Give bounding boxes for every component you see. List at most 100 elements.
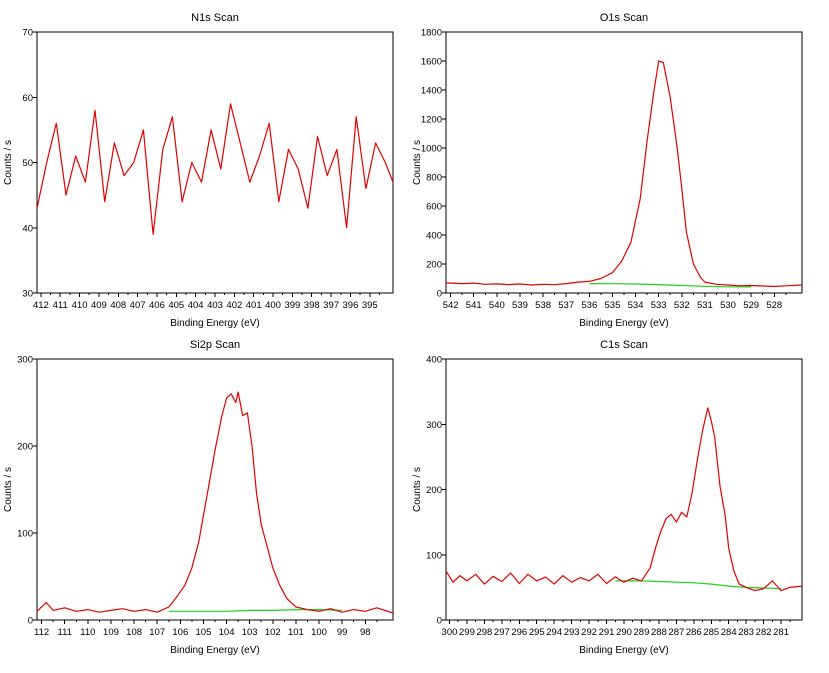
x-tick-label: 409 <box>91 300 107 311</box>
x-tick-label: 401 <box>246 300 262 311</box>
x-tick-label: 402 <box>226 300 242 311</box>
y-tick-label: 1600 <box>421 57 442 68</box>
x-tick-label: 286 <box>686 627 702 638</box>
y-tick-label: 50 <box>22 158 33 169</box>
x-tick-label: 100 <box>311 627 327 638</box>
chart-panel-o1s: O1s Scan 0 200 400 600 800 1000 1200 1400 1600 180… <box>412 12 803 329</box>
y-tick-label: 200 <box>17 442 33 453</box>
x-tick-label: 110 <box>80 627 95 638</box>
x-tick-label: 538 <box>535 300 551 311</box>
x-tick-label: 299 <box>459 627 475 638</box>
x-tick-label: 106 <box>172 627 188 638</box>
y-tick-label: 600 <box>426 202 442 213</box>
y-axis-label-c1s: Counts / s <box>412 467 423 512</box>
x-tick-label: 112 <box>34 627 49 638</box>
x-tick-label: 291 <box>599 627 615 638</box>
y-tick-label: 300 <box>426 420 442 431</box>
x-tick-label: 534 <box>628 300 644 311</box>
x-tick-label: 284 <box>721 627 737 638</box>
y-tick-label: 1200 <box>421 115 442 126</box>
y-tick-label: 60 <box>22 93 33 104</box>
x-axis-label-si2p: Binding Energy (eV) <box>170 645 260 656</box>
y-tick-label: 800 <box>426 173 442 184</box>
x-tick-label: 296 <box>511 627 527 638</box>
background-line-o1s <box>589 283 752 288</box>
x-tick-label: 398 <box>304 300 320 311</box>
x-tick-label: 536 <box>581 300 597 311</box>
x-tick-label: 403 <box>207 300 223 311</box>
x-tick-label: 406 <box>149 300 165 311</box>
y-axis-label-o1s: Counts / s <box>412 140 423 185</box>
x-tick-label: 395 <box>362 300 378 311</box>
y-axis-label-n1s: Counts / s <box>3 140 14 185</box>
x-axis-label-c1s: Binding Energy (eV) <box>579 645 669 656</box>
x-tick-label: 408 <box>110 300 126 311</box>
y-tick-label: 400 <box>426 231 442 242</box>
plot-frame-si2p <box>36 358 394 621</box>
x-tick-label: 400 <box>265 300 281 311</box>
x-tick-label: 105 <box>196 627 212 638</box>
x-tick-label: 283 <box>738 627 754 638</box>
x-tick-label: 99 <box>337 627 348 638</box>
x-tick-label: 537 <box>558 300 574 311</box>
y-tick-label: 0 <box>437 616 442 627</box>
y-tick-label: 1400 <box>421 86 442 97</box>
x-tick-label: 531 <box>697 300 713 311</box>
y-tick-label: 70 <box>22 28 33 39</box>
x-tick-label: 295 <box>529 627 545 638</box>
x-tick-label: 300 <box>442 627 458 638</box>
x-tick-label: 298 <box>476 627 492 638</box>
x-tick-label: 102 <box>265 627 281 638</box>
x-tick-label: 107 <box>149 627 165 638</box>
plot-frame-n1s <box>36 31 394 294</box>
data-line-c1s <box>445 407 803 592</box>
x-tick-label: 541 <box>466 300 482 311</box>
x-tick-label: 103 <box>242 627 258 638</box>
x-axis-label-o1s: Binding Energy (eV) <box>579 318 669 329</box>
x-tick-label: 405 <box>168 300 184 311</box>
y-tick-label: 200 <box>426 485 442 496</box>
y-tick-label: 400 <box>426 355 442 366</box>
x-tick-label: 411 <box>53 300 68 311</box>
x-tick-label: 289 <box>634 627 650 638</box>
x-tick-label: 530 <box>720 300 736 311</box>
background-line-c1s <box>615 580 782 590</box>
x-tick-label: 539 <box>512 300 528 311</box>
x-tick-label: 287 <box>668 627 684 638</box>
x-axis-label-n1s: Binding Energy (eV) <box>170 318 260 329</box>
x-tick-label: 532 <box>674 300 690 311</box>
x-tick-label: 288 <box>651 627 667 638</box>
chart-title-n1s: N1s Scan <box>191 12 239 24</box>
x-tick-label: 540 <box>489 300 505 311</box>
y-tick-label: 0 <box>28 616 33 627</box>
y-tick-label: 100 <box>17 529 33 540</box>
data-line-o1s <box>445 60 803 288</box>
chart-panel-si2p: Si2p Scan 0 100 200 300 112 111 110 109 108 107 106… <box>3 339 394 656</box>
x-tick-label: 396 <box>343 300 359 311</box>
data-line-si2p <box>36 391 394 614</box>
x-tick-label: 412 <box>33 300 49 311</box>
data-line-n1s <box>36 103 394 235</box>
y-tick-label: 40 <box>22 223 33 234</box>
x-tick-label: 528 <box>766 300 782 311</box>
y-tick-label: 300 <box>17 355 33 366</box>
x-tick-label: 529 <box>743 300 759 311</box>
x-tick-label: 410 <box>72 300 88 311</box>
y-tick-label: 0 <box>437 289 442 300</box>
x-tick-label: 108 <box>126 627 142 638</box>
y-tick-label: 200 <box>426 260 442 271</box>
x-tick-label: 292 <box>581 627 597 638</box>
x-tick-label: 399 <box>284 300 300 311</box>
x-tick-label: 104 <box>219 627 235 638</box>
x-tick-label: 535 <box>605 300 621 311</box>
x-tick-label: 281 <box>773 627 789 638</box>
background-line-si2p <box>168 608 343 612</box>
x-tick-label: 407 <box>130 300 146 311</box>
chart-title-o1s: O1s Scan <box>600 12 648 24</box>
y-tick-label: 1800 <box>421 28 442 39</box>
x-tick-label: 285 <box>703 627 719 638</box>
x-tick-label: 98 <box>360 627 371 638</box>
plot-frame-o1s <box>445 31 803 294</box>
x-tick-label: 297 <box>494 627 510 638</box>
